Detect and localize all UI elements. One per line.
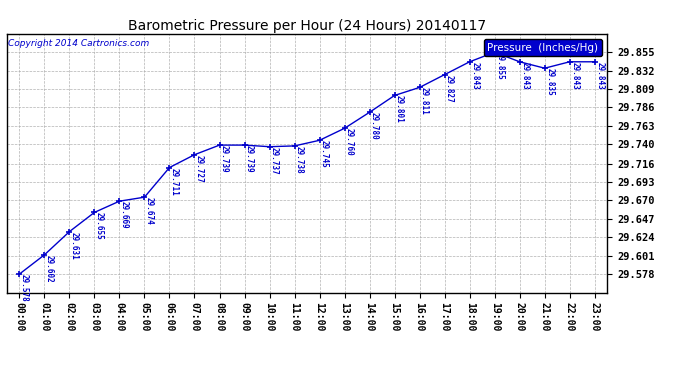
Text: 29.737: 29.737 [270, 147, 279, 174]
Text: 29.674: 29.674 [145, 197, 154, 225]
Text: 29.835: 29.835 [545, 68, 554, 96]
Text: 29.745: 29.745 [320, 140, 329, 168]
Text: 29.711: 29.711 [170, 168, 179, 195]
Text: 29.655: 29.655 [95, 212, 104, 240]
Text: 29.801: 29.801 [395, 95, 404, 123]
Text: 29.727: 29.727 [195, 155, 204, 183]
Title: Barometric Pressure per Hour (24 Hours) 20140117: Barometric Pressure per Hour (24 Hours) … [128, 19, 486, 33]
Legend: Pressure  (Inches/Hg): Pressure (Inches/Hg) [484, 39, 602, 56]
Text: 29.669: 29.669 [120, 201, 129, 229]
Text: 29.738: 29.738 [295, 146, 304, 174]
Text: 29.739: 29.739 [245, 145, 254, 173]
Text: 29.811: 29.811 [420, 87, 429, 115]
Text: Copyright 2014 Cartronics.com: Copyright 2014 Cartronics.com [8, 39, 149, 48]
Text: 29.827: 29.827 [445, 75, 454, 102]
Text: 29.843: 29.843 [470, 62, 479, 90]
Text: 29.631: 29.631 [70, 232, 79, 260]
Text: 29.843: 29.843 [595, 62, 604, 90]
Text: 29.602: 29.602 [45, 255, 54, 283]
Text: 29.739: 29.739 [220, 145, 229, 173]
Text: 29.843: 29.843 [520, 62, 529, 90]
Text: 29.780: 29.780 [370, 112, 379, 140]
Text: 29.843: 29.843 [570, 62, 579, 90]
Text: 29.760: 29.760 [345, 128, 354, 156]
Text: 29.578: 29.578 [20, 274, 29, 302]
Text: 29.855: 29.855 [495, 52, 504, 80]
